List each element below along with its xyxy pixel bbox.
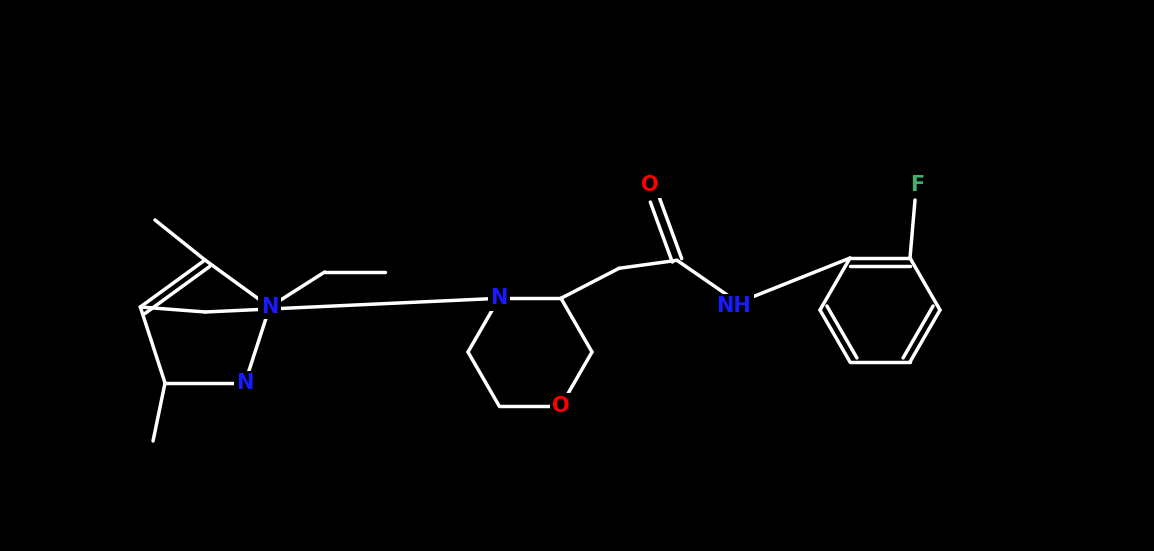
Text: N: N: [490, 288, 508, 309]
Text: NH: NH: [717, 296, 751, 316]
Text: O: O: [552, 396, 570, 415]
Text: N: N: [261, 297, 278, 317]
Text: O: O: [642, 175, 659, 195]
Text: N: N: [237, 373, 254, 393]
Text: F: F: [909, 175, 924, 195]
